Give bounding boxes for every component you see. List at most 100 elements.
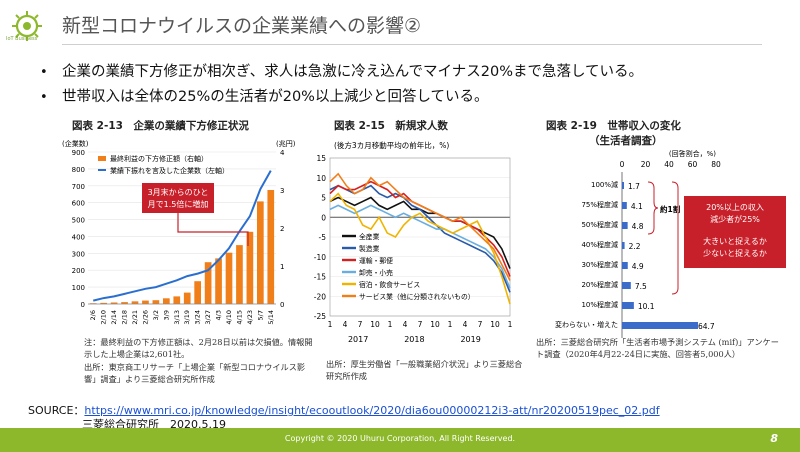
x-tick-label: 5/14 <box>267 310 275 325</box>
bullet-item: • 世帯収入は全体の25%の生活者が20%以上減少と回答している。 <box>40 85 790 110</box>
category-label: 変わらない・増えた <box>555 320 618 329</box>
x-tick-label: 3/19 <box>183 310 191 325</box>
bar-revision-amount <box>173 296 181 304</box>
left-tick-label: 700 <box>72 183 85 191</box>
left-tick-label: 100 <box>72 284 85 292</box>
series-line <box>329 204 511 289</box>
chart3-source: 出所：三菱総合研究所「生活者市場予測システム (mif)」アンケート調査（202… <box>536 337 779 359</box>
y-tick-label: 10 <box>316 174 326 183</box>
bullet-dot-icon: • <box>40 90 48 105</box>
bar-revision-amount <box>225 252 233 304</box>
value-label: 10.1 <box>638 302 655 311</box>
series-line <box>329 172 511 281</box>
x-tick-label: 3/9 <box>162 310 170 320</box>
left-tick-label: 400 <box>72 233 85 241</box>
bar-revision-amount <box>236 245 243 304</box>
value-label: 2.2 <box>629 242 641 251</box>
left-axis-label: (企業数) <box>62 139 89 148</box>
callout-text: 大きいと捉えるか <box>703 236 767 246</box>
chart1-title: 図表 2-13 企業の業績下方修正状況 <box>72 120 249 132</box>
bar-revision-amount <box>215 258 222 304</box>
bar-revision-amount <box>246 231 254 304</box>
bar-revision-amount <box>142 300 149 304</box>
x-tick-label: 4/10 <box>225 310 233 325</box>
chart2-source: 出所：厚生労働省「一般職業紹介状況」より三菱総合研究所作成 <box>326 359 523 381</box>
plot-frame <box>329 157 511 317</box>
x-tick-label: 4/23 <box>246 310 254 325</box>
x-tick-label: 3/24 <box>194 310 202 325</box>
bar-revision-amount <box>256 201 264 304</box>
left-tick-label: 0 <box>81 301 85 309</box>
right-axis-label: (兆円) <box>276 139 296 148</box>
callout-text: 月で1.5倍に増加 <box>148 199 209 209</box>
x-tick-label: 2/6 <box>89 310 97 320</box>
source-link[interactable]: https://www.mri.co.jp/knowledge/insight/… <box>84 404 660 417</box>
year-label: 2018 <box>404 335 424 344</box>
x-tick-label: 4 <box>343 320 348 329</box>
bar <box>622 182 624 189</box>
legend-label: 製造業 <box>359 244 380 253</box>
bullet-list: • 企業の業績下方修正が相次ぎ、求人は急激に冷え込んでマイナス20%まで急落して… <box>40 60 790 110</box>
bracket-small <box>647 181 659 235</box>
bar <box>622 262 628 269</box>
page-number: 8 <box>770 432 778 445</box>
category-label: 10%程度減 <box>581 300 618 309</box>
legend-label: 全産業 <box>359 232 380 241</box>
bar-revision-amount <box>110 302 118 304</box>
x-tick-label: 10 <box>370 320 380 329</box>
x-tick-label: 1 <box>508 320 513 329</box>
x-tick-label: 80 <box>711 160 721 169</box>
x-tick-label: 4/15 <box>235 310 243 325</box>
x-tick-label: 3/13 <box>173 310 181 325</box>
year-label: 2017 <box>348 335 368 344</box>
category-label: 20%程度減 <box>581 280 618 289</box>
x-tick-label: 3/27 <box>204 310 212 325</box>
x-tick-label: 2/18 <box>121 310 129 325</box>
x-tick-label: 4 <box>403 320 408 329</box>
right-tick-label: 0 <box>280 301 284 309</box>
legend-label: サービス業（他に分類されないもの） <box>359 292 475 301</box>
left-tick-label: 900 <box>72 149 85 157</box>
title-divider <box>62 44 762 45</box>
x-tick-label: 5/7 <box>256 310 264 320</box>
chart3-title: 図表 2-19 世帯収入の変化 <box>546 120 681 132</box>
left-tick-label: 500 <box>72 217 85 225</box>
y-tick-label: -20 <box>314 292 326 301</box>
bar-revision-amount <box>152 300 160 304</box>
copyright-text: Copyright © 2020 Uhuru Corporation, All … <box>284 434 516 443</box>
left-tick-label: 600 <box>72 200 85 208</box>
y-tick-label: -15 <box>314 273 326 282</box>
source-label: SOURCE： <box>28 404 85 417</box>
bracket-label: 約1割 <box>660 204 681 214</box>
left-tick-label: 200 <box>72 267 85 275</box>
legend-swatch-bar <box>98 156 106 161</box>
x-tick-label: 2/21 <box>131 310 139 325</box>
right-tick-label: 4 <box>280 149 285 157</box>
y-tick-label: 0 <box>321 213 326 222</box>
bar <box>622 222 628 229</box>
callout-text: 少ないと捉えるか <box>703 248 767 258</box>
x-tick-label: 1 <box>328 320 333 329</box>
bar-revision-amount <box>183 292 191 304</box>
y-tick-label: -5 <box>319 233 327 242</box>
bar <box>622 242 625 249</box>
slide-title: 新型コロナウイルスの企業業績への影響② <box>62 15 422 37</box>
right-tick-label: 1 <box>280 263 284 271</box>
source-line: SOURCE：https://www.mri.co.jp/knowledge/i… <box>28 402 660 418</box>
footer-bar: Copyright © 2020 Uhuru Corporation, All … <box>0 428 800 452</box>
source-organization: 三菱総合研究所 2020.5.19 <box>82 418 226 431</box>
logo-text: IoT Business <box>6 36 38 42</box>
bar-revision-amount <box>267 190 275 304</box>
x-tick-label: 3/2 <box>152 310 160 320</box>
bar-revision-amount <box>162 298 170 304</box>
category-label: 75%程度減 <box>581 200 618 209</box>
callout-box <box>142 183 214 213</box>
category-label: 40%程度減 <box>581 240 618 249</box>
line-company-count <box>92 170 272 302</box>
right-tick-label: 2 <box>280 225 284 233</box>
category-label: 100%減 <box>591 180 618 189</box>
unit-label: (回答割合，%) <box>669 149 716 158</box>
x-tick-label: 2/14 <box>110 310 118 325</box>
